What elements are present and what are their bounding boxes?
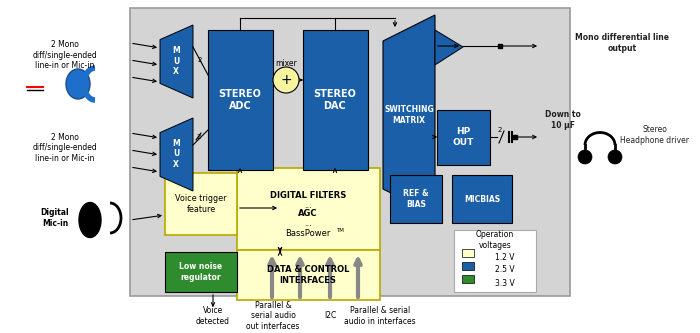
Text: 2: 2 [498,127,503,133]
FancyBboxPatch shape [462,275,474,283]
Text: Low noise
regulator: Low noise regulator [179,262,223,282]
Text: +: + [280,73,292,87]
Text: M
U
X: M U X [172,139,180,169]
Circle shape [608,150,622,164]
FancyBboxPatch shape [452,175,512,223]
Text: TM: TM [336,227,344,232]
Polygon shape [383,15,435,215]
Text: M
U
X: M U X [172,46,180,76]
FancyBboxPatch shape [208,30,273,170]
Polygon shape [160,25,193,98]
Text: 2: 2 [198,57,202,63]
Text: 2 Mono
diff/single-ended
line-in or Mic-in: 2 Mono diff/single-ended line-in or Mic-… [33,40,97,70]
Text: 1.2 V: 1.2 V [495,252,514,261]
FancyBboxPatch shape [237,168,380,250]
FancyBboxPatch shape [237,250,380,300]
Text: SWITCHING
MATRIX: SWITCHING MATRIX [384,105,434,125]
Ellipse shape [79,202,101,237]
Text: Down to
10 µF: Down to 10 µF [545,110,581,130]
Circle shape [578,150,592,164]
FancyBboxPatch shape [165,252,237,292]
Text: STEREO
ADC: STEREO ADC [218,89,261,111]
Text: Digital
Mic-in: Digital Mic-in [41,208,69,228]
Text: Stereo
Headphone driver: Stereo Headphone driver [620,125,689,145]
Text: 2 Mono
diff/single-ended
line-in or Mic-in: 2 Mono diff/single-ended line-in or Mic-… [33,133,97,163]
Polygon shape [160,118,193,191]
Text: I2C: I2C [324,311,336,320]
Text: mixer: mixer [275,59,297,68]
FancyBboxPatch shape [454,230,536,292]
Text: DIGITAL FILTERS: DIGITAL FILTERS [270,190,346,199]
Text: MICBIAS: MICBIAS [464,194,500,203]
Text: ...: ... [304,218,312,227]
Text: Mono differential line
output: Mono differential line output [575,33,669,53]
Text: AGC: AGC [298,209,318,218]
FancyBboxPatch shape [462,262,474,270]
Text: REF &
BIAS: REF & BIAS [403,189,429,209]
Text: Parallel & serial
audio in interfaces: Parallel & serial audio in interfaces [344,306,416,326]
FancyBboxPatch shape [390,175,442,223]
Text: BassPower: BassPower [286,229,330,238]
FancyBboxPatch shape [130,8,570,296]
FancyBboxPatch shape [165,173,237,235]
Text: HP
OUT: HP OUT [452,127,474,147]
Text: DATA & CONTROL
INTERFACES: DATA & CONTROL INTERFACES [267,265,349,285]
Text: Voice trigger
feature: Voice trigger feature [175,194,227,214]
Text: Voice
detected: Voice detected [196,306,230,326]
Ellipse shape [66,69,90,99]
FancyBboxPatch shape [462,249,474,257]
Polygon shape [435,30,463,65]
FancyBboxPatch shape [303,30,368,170]
Text: Parallel &
serial audio
out interfaces: Parallel & serial audio out interfaces [246,301,300,331]
Text: 2: 2 [197,134,201,140]
Text: Operation
voltages: Operation voltages [476,230,514,250]
Text: STEREO
DAC: STEREO DAC [314,89,356,111]
Text: 2.5 V: 2.5 V [495,265,514,274]
Circle shape [273,67,299,93]
Text: 3.3 V: 3.3 V [495,278,514,287]
Text: ...: ... [304,200,312,209]
FancyBboxPatch shape [437,110,490,165]
